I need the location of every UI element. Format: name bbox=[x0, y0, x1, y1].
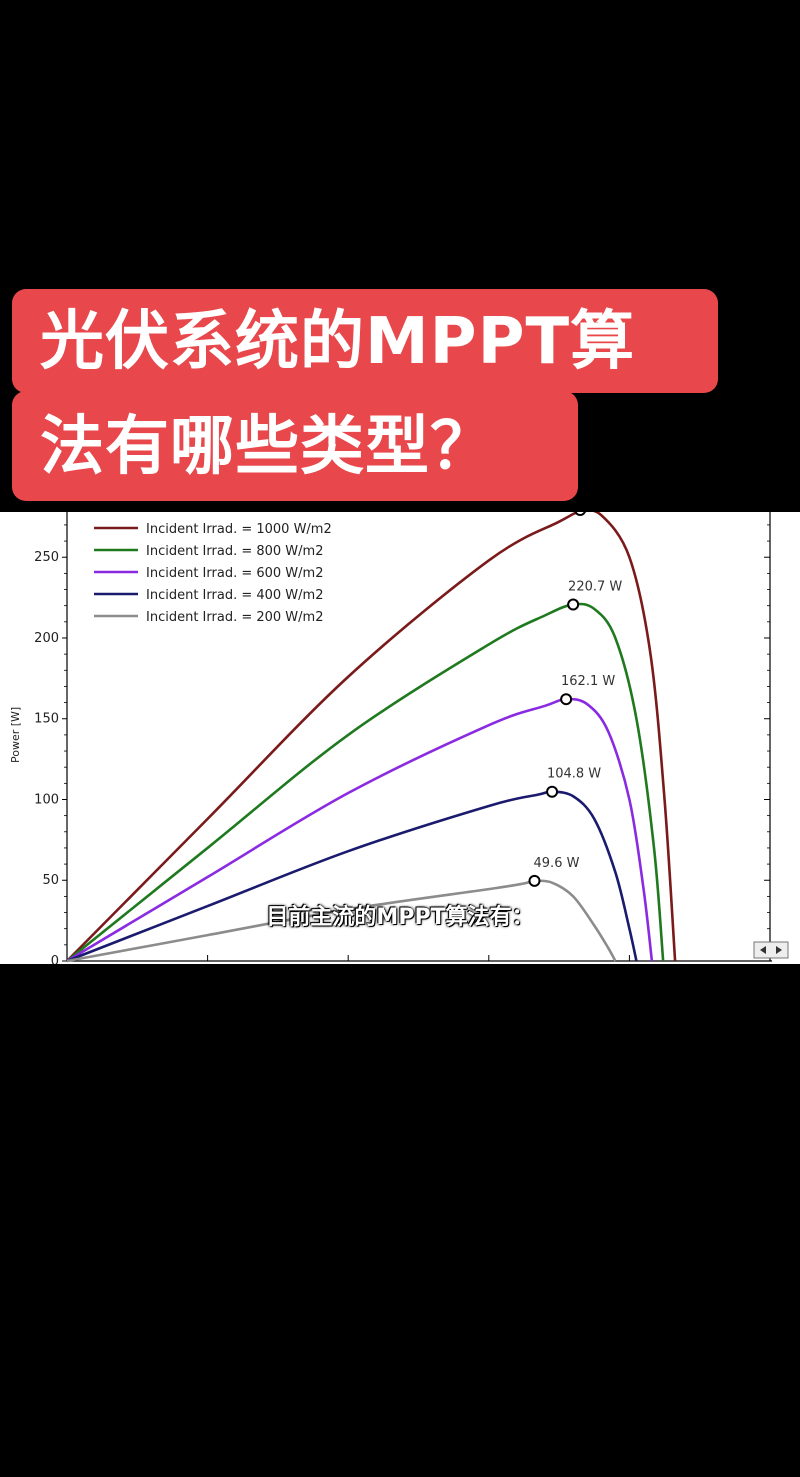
y-tick-label-0: 0 bbox=[51, 954, 59, 964]
series-line-3 bbox=[66, 790, 638, 963]
peak-label-3: 49.6 W bbox=[534, 856, 580, 871]
scroll-left-icon bbox=[760, 946, 766, 954]
power-curve-chart: 0 50 100 150 200 250 Power [W] 220.7 W 162.1 W 10… bbox=[9, 512, 789, 964]
legend-entry-4: Incident Irrad. = 200 W/m2 bbox=[146, 610, 323, 625]
legend-entry-0: Incident Irrad. = 1000 W/m2 bbox=[146, 522, 332, 537]
y-tick-label-1: 50 bbox=[42, 873, 59, 888]
legend-entry-3: Incident Irrad. = 400 W/m2 bbox=[146, 588, 323, 603]
title-line-2: 法有哪些类型？ bbox=[12, 391, 578, 501]
scroll-arrows bbox=[753, 941, 789, 959]
peak-label-0: 220.7 W bbox=[568, 580, 622, 595]
y-tick-label-4: 200 bbox=[34, 631, 59, 646]
peak-marker-2 bbox=[546, 785, 559, 798]
title-line-1: 光伏系统的MPPT算 bbox=[12, 289, 718, 393]
y-tick-label-2: 100 bbox=[34, 792, 59, 807]
peak-marker-0 bbox=[567, 598, 580, 611]
legend-entry-2: Incident Irrad. = 600 W/m2 bbox=[146, 566, 323, 581]
series-line-1 bbox=[66, 602, 665, 963]
y-tick-label-5: 250 bbox=[34, 550, 59, 565]
series-line-0 bbox=[66, 512, 677, 962]
peak-marker-1000 bbox=[574, 512, 586, 516]
scroll-right-icon bbox=[776, 946, 782, 954]
subtitle-caption: 目前主流的MPPT算法有： bbox=[266, 905, 534, 930]
peak-label-2: 104.8 W bbox=[547, 767, 601, 782]
peak-marker-1 bbox=[560, 693, 573, 706]
y-tick-label-3: 150 bbox=[34, 712, 59, 727]
peak-label-1: 162.1 W bbox=[561, 674, 615, 689]
legend-entry-1: Incident Irrad. = 800 W/m2 bbox=[146, 544, 323, 559]
y-axis-title: Power [W] bbox=[9, 707, 22, 763]
peak-marker-3 bbox=[528, 874, 541, 887]
chart-panel: 0 50 100 150 200 250 Power [W] 220.7 W 162.1 W 10… bbox=[0, 512, 800, 964]
series-line-2 bbox=[66, 697, 654, 963]
